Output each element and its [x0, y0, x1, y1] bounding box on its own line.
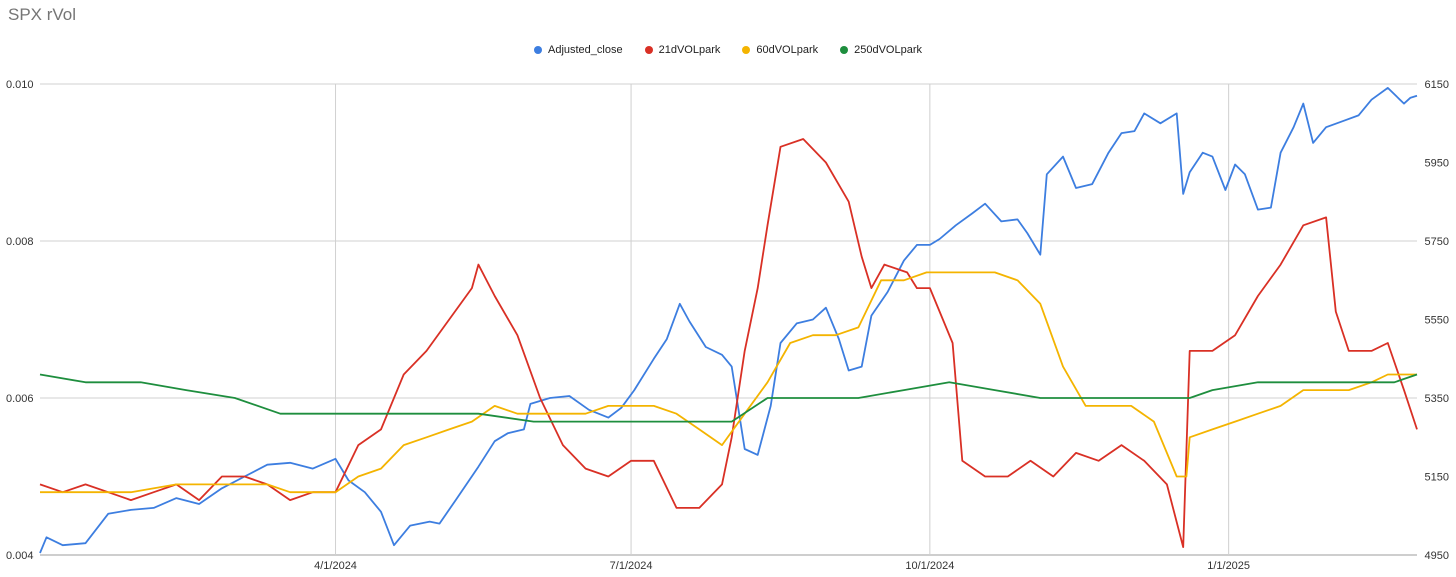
legend-swatch-icon — [644, 46, 653, 54]
legend-item: 21dVOLpark — [644, 44, 721, 56]
legend-item: Adjusted_close — [533, 44, 623, 56]
chart-title: SPX rVol — [8, 5, 77, 24]
legend-label: Adjusted_close — [547, 44, 623, 56]
y-right-tick-label: 5150 — [1425, 472, 1449, 484]
legend-label: 60dVOLpark — [756, 44, 819, 56]
legend-swatch-icon — [840, 46, 849, 54]
series-line-250dvolpark — [39, 373, 1418, 423]
legend-swatch-icon — [533, 46, 542, 54]
y-left-tick-label: 0.006 — [6, 393, 34, 405]
legend-swatch-icon — [742, 46, 751, 54]
y-right-tick-label: 5950 — [1425, 158, 1449, 170]
series-line-60dvolpark — [40, 271, 1417, 494]
y-right-tick-label: 4950 — [1425, 550, 1449, 562]
legend-label: 21dVOLpark — [658, 44, 721, 56]
y-right-tick-label: 5550 — [1425, 315, 1449, 327]
x-tick-label: 10/1/2024 — [905, 560, 954, 572]
legend-item: 60dVOLpark — [742, 44, 818, 56]
y-left-tick-label: 0.010 — [6, 79, 34, 91]
series-line-21dvolpark — [39, 138, 1418, 548]
y-left-tick-label: 0.004 — [6, 550, 34, 562]
y-right-tick-label: 5750 — [1425, 236, 1449, 248]
series-line-adjusted-close — [39, 87, 1418, 554]
x-tick-label: 7/1/2024 — [610, 560, 653, 572]
legend-label: 250dVOLpark — [854, 44, 923, 56]
legend: Adjusted_close 21dVOLpark 60dVOLpark 250dVO… — [0, 44, 1456, 56]
y-right-tick-label: 6150 — [1425, 79, 1449, 91]
x-tick-label: 1/1/2025 — [1207, 560, 1250, 572]
y-left-tick-label: 0.008 — [6, 236, 34, 248]
legend-item: 250dVOLpark — [840, 44, 922, 56]
y-right-tick-label: 5350 — [1425, 393, 1449, 405]
x-tick-label: 4/1/2024 — [314, 560, 357, 572]
